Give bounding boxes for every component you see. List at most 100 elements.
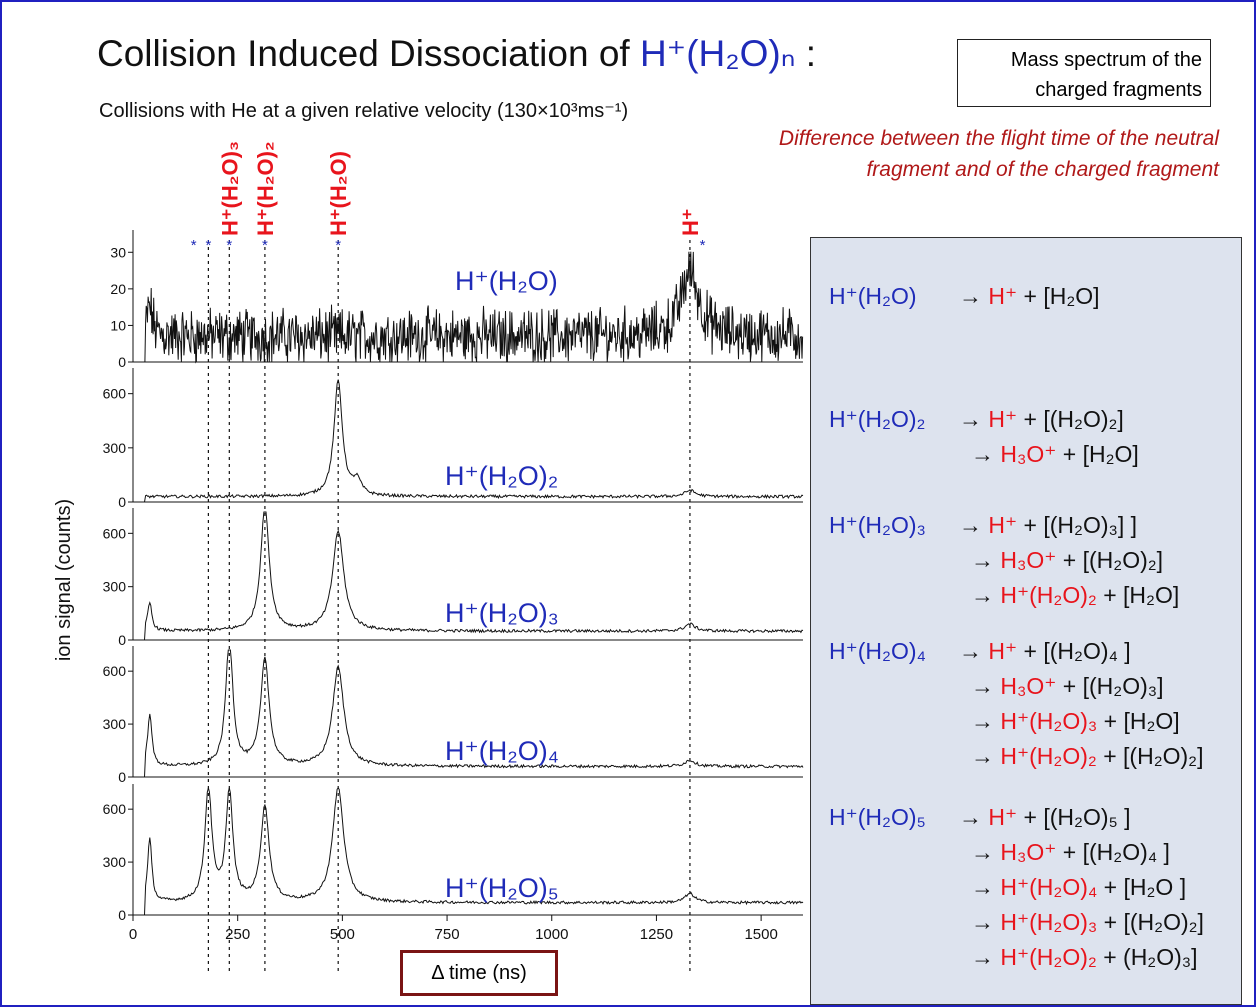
spectrum-trace [133,511,804,641]
arrow-icon: → [959,406,989,432]
y-tick-label: 600 [103,801,127,817]
y-tick-label: 0 [118,632,126,648]
y-tick-label: 0 [118,769,126,785]
charged-fragment: H⁺(H₂O)₂ [1000,582,1097,608]
reaction-product: → H⁺(H₂O)₃ + [(H₂O)₂] [971,909,1204,936]
charged-fragment: H⁺(H₂O)₃ [1000,909,1098,935]
x-axis-label: Δ time (ns) [400,950,558,996]
neutral-fragment: + [(H₂O)₂] [1056,547,1164,573]
mass-box-line-1: Mass spectrum of the [1010,49,1202,71]
spectrum-panel: 0 300 600 H⁺(H₂O)₅ [103,784,804,923]
y-tick-label: 600 [103,386,127,402]
fragment-label: H⁺ [678,209,703,237]
charged-fragment: H⁺(H₂O)₂ [1000,944,1097,970]
reaction-product: → H⁺(H₂O)₃ + [H₂O] [971,708,1180,735]
arrow-icon: → [971,582,1001,608]
arrow-icon: → [971,874,1001,900]
neutral-fragment: + [(H₂O)₅ ] [1017,804,1131,830]
spectrum-panel: 0 300 600 H⁺(H₂O)₂ [103,368,804,510]
reaction-parent: H⁺(H₂O)₃ [829,512,926,538]
neutral-fragment: + [(H₂O)₃] [1056,673,1164,699]
neutral-fragment: + [H₂O] [1056,441,1139,467]
mass-box-line-2: charged fragments [1035,79,1202,101]
y-tick-label: 600 [103,663,127,679]
y-tick-label: 300 [103,579,127,595]
flight-time-note: Difference between the flight time of th… [699,123,1219,185]
reaction-product: → H⁺ + [(H₂O)₃] ] [959,512,1137,539]
reaction-product: → H⁺(H₂O)₄ + [H₂O ] [971,874,1186,901]
panel-label: H⁺(H₂O)₂ [445,461,558,491]
y-tick-label: 30 [110,244,126,260]
reaction-product: → H₃O⁺ + [H₂O] [971,441,1139,468]
x-tick-label: 1250 [640,926,673,943]
spectrum-panel: 0 300 600 H⁺(H₂O)₄ [103,646,804,785]
charged-fragment: H⁺ [988,638,1018,664]
y-axis-label: ion signal (counts) [53,499,75,661]
page-title: Collision Induced Dissociation of H⁺(H₂O… [97,32,816,75]
charged-fragment: H₃O⁺ [1000,673,1057,699]
reaction-product: → H⁺(H₂O)₂ + (H₂O)₃] [971,944,1198,971]
arrow-icon: → [971,909,1001,935]
y-tick-label: 10 [110,317,126,333]
charged-fragment: H⁺ [988,406,1018,432]
y-tick-label: 300 [103,440,127,456]
panel-label: H⁺(H₂O)₃ [445,598,559,628]
neutral-fragment: + [H₂O ] [1097,874,1187,900]
arrow-icon: → [959,804,989,830]
reaction-product: → H₃O⁺ + [(H₂O)₃] [971,673,1164,700]
arrow-icon: → [971,547,1001,573]
charged-fragment: H₃O⁺ [1000,547,1057,573]
reaction-product: → H⁺ + [(H₂O)₄ ] [959,638,1131,665]
charged-fragment: H⁺(H₂O)₂ [1000,743,1097,769]
x-tick-label: 250 [225,926,250,943]
charged-fragment: H₃O⁺ [1000,839,1057,865]
y-tick-label: 0 [118,907,126,923]
neutral-fragment: + [(H₂O)₂] [1097,909,1204,935]
reaction-parent: H⁺(H₂O)₂ [829,406,926,432]
neutral-fragment: + [(H₂O)₂] [1017,406,1124,432]
reaction-product: → H⁺ + [H₂O] [959,283,1100,310]
y-tick-label: 20 [110,281,126,297]
neutral-fragment: + [H₂O] [1096,582,1180,608]
spectrum-trace [133,786,804,916]
y-tick-label: 0 [118,354,126,370]
arrow-icon: → [959,512,989,538]
y-tick-label: 300 [103,716,127,732]
y-tick-label: 0 [118,494,126,510]
arrow-icon: → [971,708,1001,734]
title-suffix: : [795,33,817,74]
charged-fragment: H₃O⁺ [1000,441,1057,467]
neutral-fragment: + [(H₂O)₄ ] [1056,839,1170,865]
reaction-product: → H⁺(H₂O)₂ + [(H₂O)₂] [971,743,1204,770]
arrow-icon: → [959,638,989,664]
title-text: Collision Induced Dissociation of [97,33,640,74]
mass-spectrum-box: Mass spectrum of the charged fragments [957,39,1211,107]
star-marker: * [335,237,341,254]
neutral-fragment: + [(H₂O)₃] ] [1017,512,1138,538]
arrow-icon: → [971,944,1001,970]
fragment-label: H⁺(H₂O)₂ [253,141,278,236]
star-marker: * [205,237,211,254]
y-tick-label: 600 [103,525,127,541]
charged-fragment: H⁺(H₂O)₃ [1000,708,1098,734]
star-marker: * [191,237,197,254]
reaction-product: → H⁺(H₂O)₂ + [H₂O] [971,582,1179,609]
arrow-icon: → [971,673,1001,699]
reaction-parent: H⁺(H₂O)₄ [829,638,926,664]
note-line-1: Difference between the flight time of th… [778,127,1219,150]
arrow-icon: → [971,839,1001,865]
panel-label: H⁺(H₂O) [455,266,558,296]
star-marker: * [226,237,232,254]
charged-fragment: H⁺ [988,804,1018,830]
fragment-label: H⁺(H₂O) [326,151,351,236]
star-marker: * [262,237,268,254]
note-line-2: fragment and of the charged fragment [866,158,1219,181]
arrow-icon: → [971,441,1001,467]
spectrum-trace [133,649,804,778]
x-tick-label: 1500 [744,926,777,943]
x-tick-label: 500 [330,926,355,943]
spectrum-panel: 0 300 600 H⁺(H₂O)₃ [103,508,804,648]
neutral-fragment: + [H₂O] [1017,283,1100,309]
arrow-icon: → [971,743,1001,769]
